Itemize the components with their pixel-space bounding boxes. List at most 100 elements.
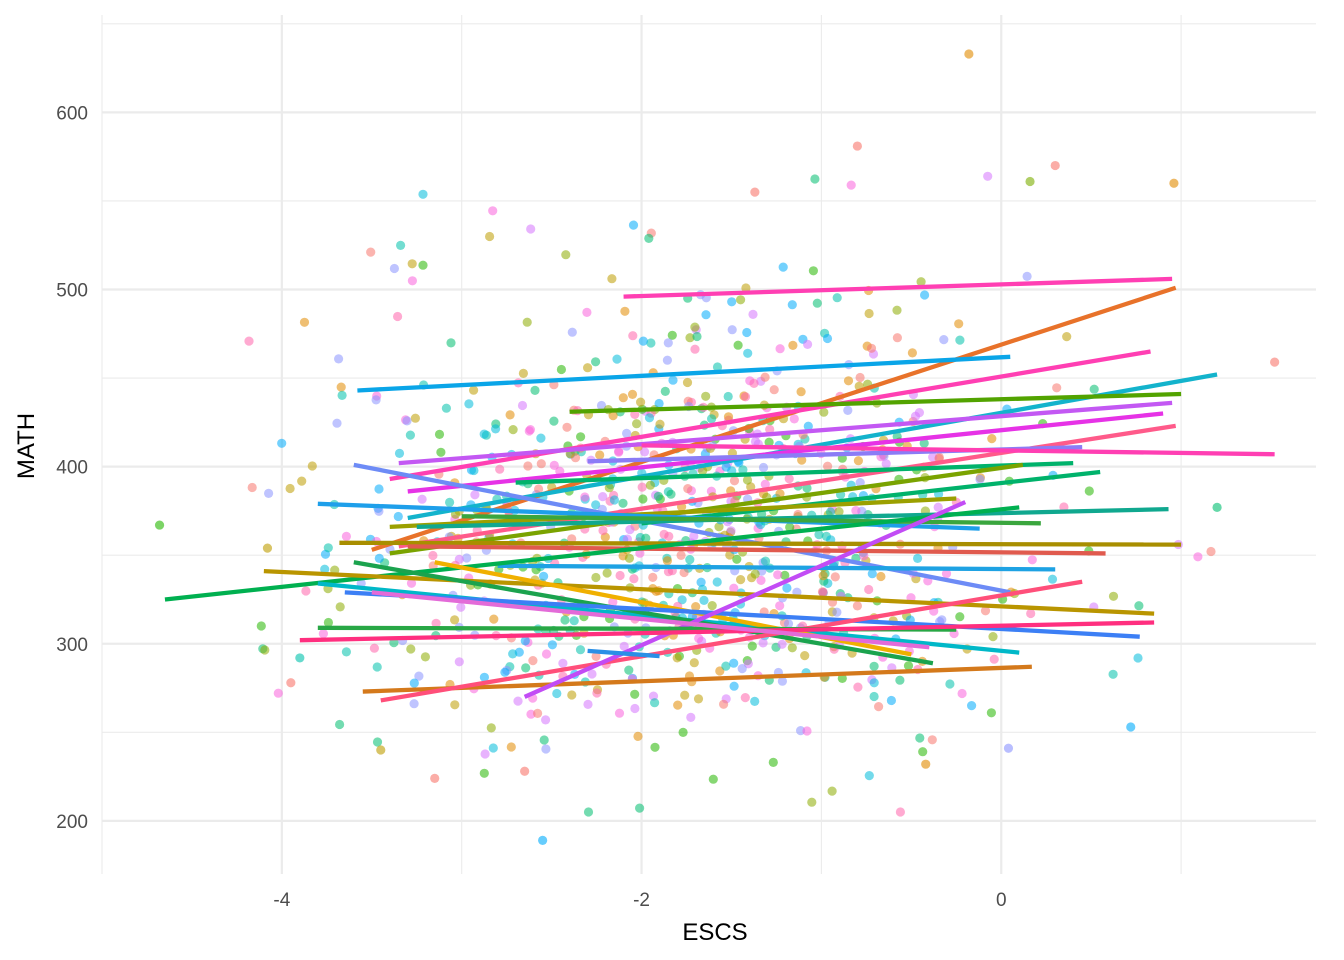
scatter-point: [552, 688, 562, 699]
scatter-point: [583, 699, 593, 710]
scatter-point: [738, 465, 748, 475]
scatter-point: [683, 484, 693, 494]
scatter-point: [556, 364, 567, 375]
regression-line-30: [380, 579, 1083, 703]
scatter-point: [372, 737, 383, 747]
scatter-point: [701, 391, 711, 401]
scatter-point: [853, 682, 863, 692]
scatter-point: [721, 462, 731, 472]
scatter-point: [988, 632, 998, 642]
scatter-point: [569, 616, 579, 626]
scatter-point: [598, 525, 608, 536]
scatter-point: [615, 570, 625, 581]
scatter-point: [538, 835, 548, 845]
scatter-point: [609, 495, 620, 505]
scatter-point: [633, 731, 643, 742]
scatter-point: [277, 438, 287, 448]
scatter-point: [678, 727, 688, 738]
scatter-point: [517, 400, 528, 411]
scatter-point: [736, 575, 746, 585]
regression-line-4: [389, 349, 1151, 482]
scatter-point: [989, 654, 999, 664]
scatter-point: [622, 428, 632, 438]
scatter-point: [690, 344, 700, 354]
scatter-point: [855, 478, 865, 488]
scatter-point: [672, 653, 682, 663]
scatter-point: [892, 305, 902, 315]
scatter-point: [866, 343, 877, 353]
regression-line-15: [641, 469, 1101, 526]
regression-line-8: [407, 411, 1164, 494]
scatter-point: [614, 708, 625, 718]
scatter-point: [520, 636, 530, 646]
scatter-point: [320, 564, 330, 574]
scatter-point: [541, 744, 551, 754]
scatter-point: [723, 412, 734, 422]
scatter-point: [864, 584, 874, 595]
scatter-point: [760, 479, 770, 489]
scatter-point: [1084, 486, 1094, 496]
scatter-point: [777, 639, 787, 649]
scatter-point: [534, 484, 544, 494]
scatter-point: [782, 583, 792, 593]
scatter-point: [980, 606, 991, 616]
scatter-point: [797, 455, 807, 465]
regression-line-1: [623, 276, 1173, 299]
scatter-point: [780, 570, 790, 581]
scatter-point: [1062, 332, 1072, 342]
scatter-point: [513, 696, 523, 706]
scatter-point: [987, 434, 997, 444]
scatter-point: [247, 482, 257, 493]
regression-line-16: [389, 496, 957, 530]
scatter-point: [619, 641, 629, 651]
scatter-point: [692, 331, 702, 342]
scatter-point: [707, 414, 717, 424]
regression-line-28: [344, 590, 1140, 639]
scatter-point: [567, 327, 577, 337]
scatter-point: [335, 602, 345, 612]
scatter-point: [733, 340, 743, 350]
scatter-point: [335, 719, 345, 730]
scatter-point: [536, 433, 546, 443]
scatter-point: [666, 489, 676, 499]
scatter-point: [699, 595, 709, 606]
scatter-point: [721, 661, 731, 671]
scatter-point: [630, 703, 640, 714]
scatter-point: [1089, 384, 1099, 394]
scatter-point: [662, 556, 673, 566]
scatter-point: [479, 672, 489, 682]
scatter-point: [818, 571, 828, 581]
scatter-point: [802, 483, 812, 493]
scatter-point: [418, 189, 428, 199]
scatter-point: [802, 726, 812, 736]
scatter-point: [420, 652, 430, 662]
scatter-point: [867, 569, 877, 579]
scatter-point: [539, 735, 549, 745]
scatter-point: [508, 425, 518, 435]
scatter-point: [773, 570, 783, 580]
regression-line-22: [497, 563, 1056, 572]
scatter-point: [486, 723, 496, 733]
scatter-point: [547, 640, 558, 650]
scatter-point: [812, 298, 822, 308]
scatter-point: [334, 354, 344, 364]
scatter-point: [522, 317, 532, 327]
scatter-point: [591, 651, 601, 662]
scatter-point: [783, 619, 794, 629]
regression-line-3: [357, 354, 1011, 393]
scatter-point: [818, 587, 828, 598]
scatter-point: [341, 647, 351, 657]
scatter-point: [396, 240, 406, 250]
scatter-point: [895, 807, 906, 817]
scatter-point: [915, 733, 925, 743]
scatter-point: [549, 460, 559, 470]
scatter-point: [933, 502, 943, 512]
scatter-point: [686, 712, 696, 723]
scatter-point: [608, 597, 618, 607]
scatter-point: [409, 678, 419, 688]
scatter-point: [495, 464, 505, 474]
scatter-point: [983, 171, 993, 181]
scatter-point: [376, 745, 386, 755]
scatter-point: [446, 338, 456, 348]
